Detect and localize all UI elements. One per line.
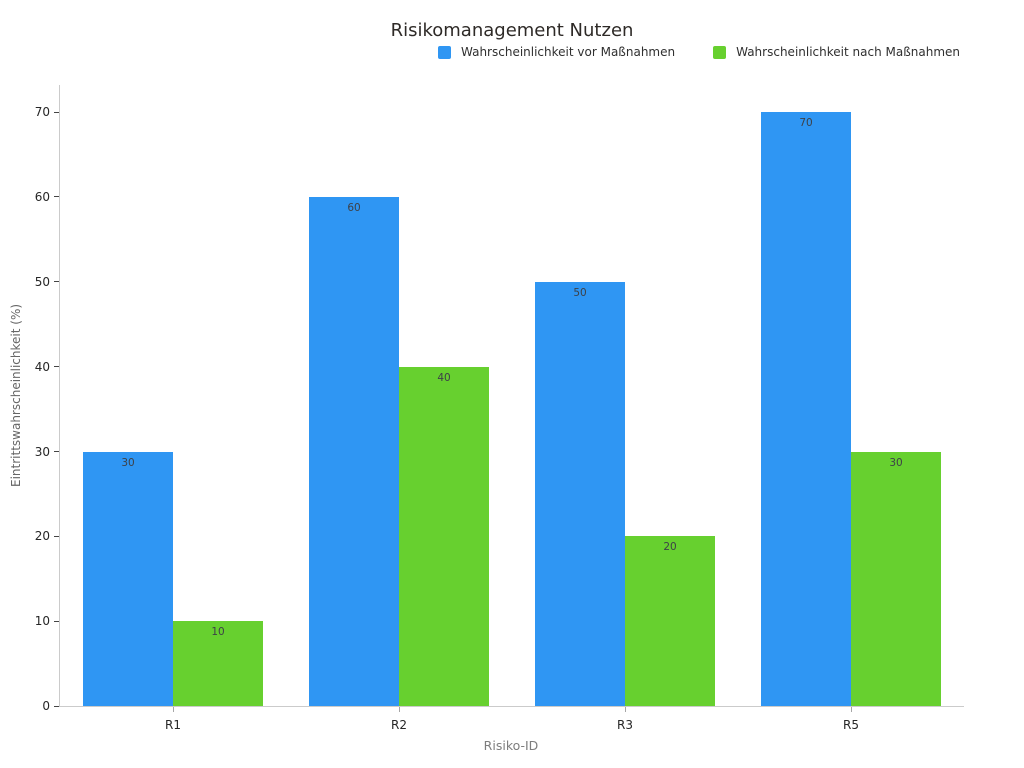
- x-tick-label: R3: [617, 718, 633, 732]
- legend-swatch-before-icon: [438, 45, 451, 59]
- bar-value-label: 40: [437, 371, 451, 384]
- legend-item-before: Wahrscheinlichkeit vor Maßnahmen: [438, 45, 675, 59]
- bar-after-R1: [173, 621, 263, 706]
- x-tick-mark: [850, 707, 852, 712]
- bar-value-label: 50: [573, 286, 587, 299]
- y-tick-mark: [54, 366, 59, 368]
- bar-after-R5: [851, 451, 941, 706]
- y-tick-mark: [54, 620, 59, 622]
- y-tick-label: 30: [34, 444, 50, 459]
- bar-value-label: 70: [799, 117, 813, 130]
- y-tick-mark: [54, 705, 59, 707]
- x-axis-title: Risiko-ID: [483, 738, 539, 753]
- bar-value-label: 30: [889, 456, 903, 469]
- x-tick-label: R1: [165, 718, 181, 732]
- y-tick-mark: [54, 111, 59, 113]
- legend: Wahrscheinlichkeit vor Maßnahmen Wahrsch…: [438, 45, 960, 59]
- bar-value-label: 30: [121, 456, 135, 469]
- bar-before-R3: [535, 281, 625, 706]
- bar-before-R2: [309, 196, 399, 706]
- y-tick-label: 20: [34, 529, 50, 544]
- x-tick-label: R5: [843, 718, 859, 732]
- x-tick-mark: [398, 707, 400, 712]
- legend-item-after: Wahrscheinlichkeit nach Maßnahmen: [713, 45, 960, 59]
- x-tick-mark: [624, 707, 626, 712]
- bar-after-R3: [625, 536, 715, 706]
- bar-value-label: 10: [211, 626, 225, 639]
- x-tick-label: R2: [391, 718, 407, 732]
- y-tick-label: 0: [42, 699, 50, 713]
- x-tick-mark: [172, 707, 174, 712]
- bar-value-label: 60: [347, 201, 361, 214]
- y-tick-label: 70: [34, 105, 50, 120]
- bar-value-label: 20: [663, 541, 677, 554]
- y-tick-mark: [54, 451, 59, 452]
- y-tick-label: 60: [34, 189, 50, 204]
- legend-label-before: Wahrscheinlichkeit vor Maßnahmen: [461, 45, 676, 59]
- y-axis-title: Eintrittswahrscheinlichkeit (%): [9, 303, 23, 488]
- y-tick-mark: [54, 535, 59, 537]
- legend-label-after: Wahrscheinlichkeit nach Maßnahmen: [736, 45, 960, 59]
- y-tick-label: 50: [34, 274, 50, 289]
- bar-before-R1: [83, 451, 173, 706]
- bar-after-R2: [399, 366, 489, 706]
- chart-title: Risikomanagement Nutzen: [390, 20, 634, 41]
- bar-before-R5: [761, 112, 851, 706]
- plot-area: 0 10 20 30 40 50 60 70 R1 30 10 R2 60 40 R3 50 20 R5 70 30: [35, 85, 964, 732]
- y-tick-label: 10: [34, 614, 50, 629]
- y-tick-mark: [54, 281, 59, 283]
- y-tick-label: 40: [34, 359, 50, 374]
- legend-swatch-after-icon: [713, 45, 727, 59]
- y-tick-mark: [54, 196, 59, 198]
